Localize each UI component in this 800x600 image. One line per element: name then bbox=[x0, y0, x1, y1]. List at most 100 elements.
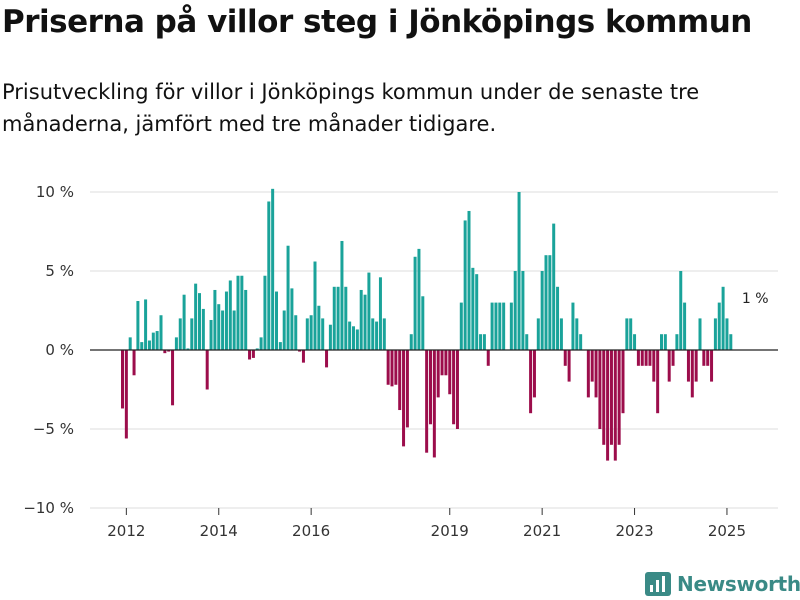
bar bbox=[452, 350, 456, 425]
bar bbox=[378, 277, 382, 350]
bar bbox=[217, 304, 221, 350]
bar bbox=[455, 350, 459, 429]
bar bbox=[629, 318, 633, 350]
bar bbox=[502, 302, 506, 350]
bar bbox=[694, 350, 698, 382]
bar bbox=[717, 302, 721, 350]
bar bbox=[675, 334, 679, 350]
bar bbox=[486, 350, 490, 366]
bar bbox=[328, 324, 332, 350]
bar bbox=[544, 255, 548, 350]
bar bbox=[251, 350, 255, 358]
bar bbox=[275, 291, 278, 350]
bar bbox=[479, 334, 483, 350]
bar bbox=[140, 342, 144, 350]
bar bbox=[559, 318, 563, 350]
bar bbox=[432, 350, 436, 458]
bar bbox=[282, 310, 286, 350]
y-tick-label: 10 % bbox=[36, 183, 74, 201]
bar bbox=[683, 302, 687, 350]
y-axis-ticks: 10 % 5 % 0 % −5 % −10 % bbox=[23, 183, 74, 517]
bar bbox=[517, 192, 521, 350]
bar bbox=[124, 350, 128, 439]
brand-name: Newsworthy bbox=[677, 572, 800, 596]
bar bbox=[205, 350, 209, 390]
bar bbox=[613, 350, 617, 461]
bar bbox=[248, 350, 252, 360]
page-title: Priserna på villor steg i Jönköpings kom… bbox=[2, 4, 752, 40]
bar bbox=[571, 302, 575, 350]
y-tick-label: 0 % bbox=[45, 341, 74, 359]
bar bbox=[706, 350, 710, 366]
bar bbox=[271, 188, 275, 350]
bar bbox=[294, 315, 298, 350]
bar bbox=[409, 334, 413, 350]
bar bbox=[317, 305, 321, 350]
bar bbox=[609, 350, 613, 445]
bar bbox=[402, 350, 406, 447]
bar bbox=[663, 334, 667, 350]
bar bbox=[363, 294, 367, 350]
bar bbox=[159, 315, 163, 350]
bar bbox=[698, 318, 702, 350]
y-tick-label: −10 % bbox=[23, 499, 74, 517]
bar bbox=[336, 286, 340, 350]
page-subtitle: Prisutveckling för villor i Jönköpings k… bbox=[2, 80, 700, 136]
bar bbox=[244, 289, 248, 350]
bar bbox=[405, 350, 409, 428]
x-tick-label: 2021 bbox=[523, 522, 561, 540]
bar bbox=[174, 337, 178, 350]
bar bbox=[579, 334, 583, 350]
bar bbox=[436, 350, 440, 398]
bar bbox=[155, 331, 159, 350]
bar bbox=[325, 350, 329, 368]
bar bbox=[321, 318, 325, 350]
bar bbox=[263, 275, 267, 350]
bar bbox=[525, 334, 529, 350]
bar bbox=[729, 334, 733, 350]
bar bbox=[594, 350, 598, 398]
bar bbox=[136, 301, 140, 350]
bar bbox=[386, 350, 390, 385]
bar bbox=[232, 310, 236, 350]
bar bbox=[494, 302, 498, 350]
bar bbox=[286, 245, 290, 350]
bar bbox=[290, 288, 294, 350]
y-tick-label: 5 % bbox=[45, 262, 74, 280]
bar bbox=[586, 350, 590, 398]
bar bbox=[725, 318, 729, 350]
bar bbox=[640, 350, 644, 366]
bar bbox=[144, 299, 148, 350]
bar bbox=[309, 315, 313, 350]
bar bbox=[660, 334, 663, 350]
bar bbox=[440, 350, 444, 376]
bar bbox=[201, 308, 205, 350]
x-tick-label: 2014 bbox=[200, 522, 238, 540]
bar bbox=[375, 321, 379, 350]
annotation-background bbox=[739, 289, 762, 308]
bar-chart-logo-icon bbox=[645, 572, 671, 596]
bar bbox=[498, 302, 502, 350]
bar bbox=[267, 201, 271, 350]
bar bbox=[224, 291, 228, 350]
bar bbox=[710, 350, 714, 382]
bar bbox=[521, 271, 525, 350]
bar bbox=[490, 302, 494, 350]
bar bbox=[132, 350, 136, 376]
bar bbox=[540, 271, 544, 350]
bar bbox=[556, 286, 560, 350]
bar bbox=[448, 350, 452, 395]
bar bbox=[236, 275, 240, 350]
annotations: 1 % bbox=[739, 289, 769, 308]
bar bbox=[463, 220, 467, 350]
bar bbox=[633, 334, 637, 350]
bar bbox=[221, 310, 225, 350]
bar bbox=[598, 350, 602, 429]
bar bbox=[656, 350, 660, 414]
newsworthy-logo: Newsworthy bbox=[645, 568, 800, 600]
bar bbox=[348, 321, 352, 350]
bar bbox=[298, 350, 302, 352]
bar bbox=[305, 318, 309, 350]
x-tick-label: 2025 bbox=[708, 522, 746, 540]
bar bbox=[382, 318, 386, 350]
